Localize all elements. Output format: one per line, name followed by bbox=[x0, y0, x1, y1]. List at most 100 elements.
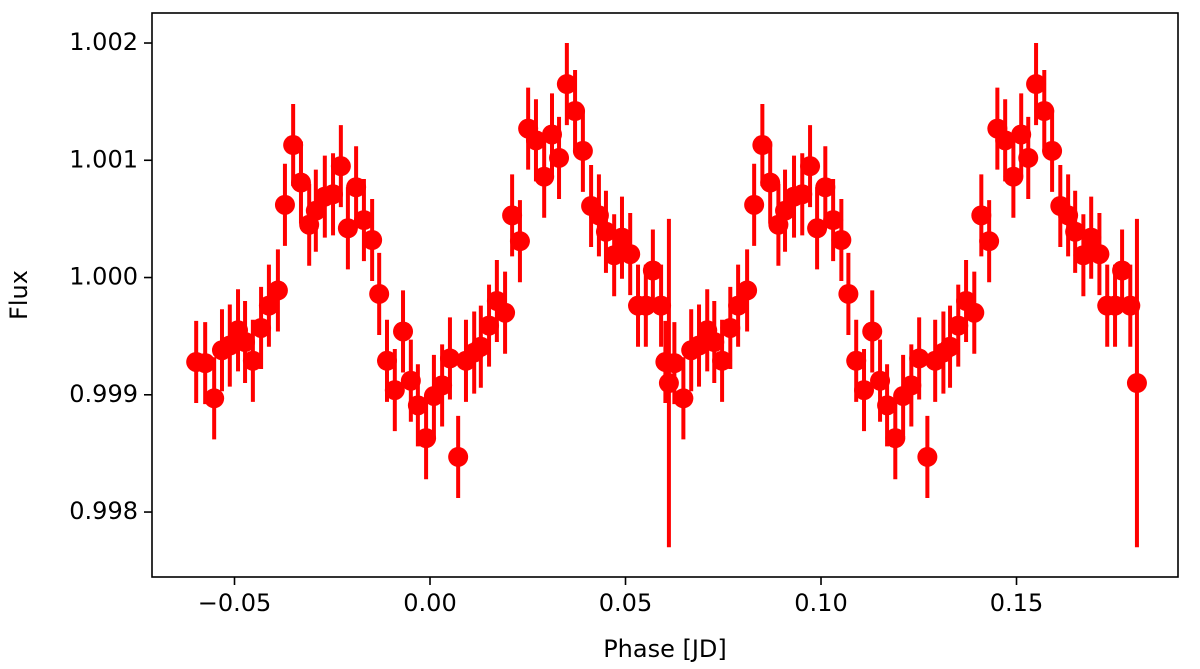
data-point bbox=[651, 295, 672, 316]
data-point bbox=[807, 218, 828, 239]
data-point bbox=[400, 370, 421, 391]
data-point bbox=[658, 373, 679, 394]
data-point bbox=[258, 295, 279, 316]
data-point bbox=[1018, 147, 1039, 168]
y-tick-label: 0.999 bbox=[69, 380, 138, 408]
data-point bbox=[588, 205, 609, 226]
data-point bbox=[556, 74, 577, 95]
data-point bbox=[369, 283, 390, 304]
data-point bbox=[290, 172, 311, 193]
data-point bbox=[384, 380, 405, 401]
y-tick-label: 1.002 bbox=[69, 28, 138, 56]
data-point bbox=[534, 166, 555, 187]
data-point bbox=[479, 315, 500, 336]
data-point bbox=[362, 230, 383, 251]
data-point bbox=[917, 446, 938, 467]
data-point bbox=[862, 321, 883, 342]
x-axis-label: Phase [JD] bbox=[603, 635, 727, 663]
data-point bbox=[664, 353, 685, 374]
data-point bbox=[1126, 373, 1147, 394]
data-point bbox=[572, 140, 593, 161]
data-point bbox=[330, 156, 351, 177]
y-tick-label: 1.001 bbox=[69, 145, 138, 173]
data-point bbox=[635, 295, 656, 316]
data-point bbox=[838, 283, 859, 304]
data-point bbox=[854, 380, 875, 401]
data-point bbox=[323, 184, 344, 205]
data-point bbox=[846, 350, 867, 371]
y-tick-label: 1.000 bbox=[69, 263, 138, 291]
data-point bbox=[376, 350, 397, 371]
data-point bbox=[704, 332, 725, 353]
data-point bbox=[565, 101, 586, 122]
x-tick-label: 0.00 bbox=[403, 589, 456, 617]
data-point bbox=[971, 205, 992, 226]
data-point bbox=[800, 156, 821, 177]
x-tick-label: −0.05 bbox=[198, 589, 272, 617]
data-point bbox=[1081, 227, 1102, 248]
data-point bbox=[673, 388, 694, 409]
data-point bbox=[995, 130, 1016, 151]
y-tick-label: 0.998 bbox=[69, 497, 138, 525]
data-point bbox=[1058, 205, 1079, 226]
data-point bbox=[393, 321, 414, 342]
data-point bbox=[901, 375, 922, 396]
x-tick-label: 0.10 bbox=[794, 589, 847, 617]
data-point bbox=[948, 315, 969, 336]
data-point bbox=[495, 302, 516, 323]
data-point bbox=[1112, 260, 1133, 281]
data-point bbox=[353, 210, 374, 231]
data-point bbox=[337, 218, 358, 239]
data-point bbox=[283, 135, 304, 156]
data-point bbox=[219, 335, 240, 356]
data-point bbox=[712, 350, 733, 371]
data-point bbox=[432, 375, 453, 396]
data-point bbox=[877, 395, 898, 416]
data-point bbox=[407, 395, 428, 416]
data-point bbox=[448, 446, 469, 467]
data-point bbox=[831, 230, 852, 251]
data-point bbox=[235, 332, 256, 353]
data-point bbox=[792, 184, 813, 205]
data-point bbox=[760, 172, 781, 193]
data-point bbox=[720, 317, 741, 338]
data-point bbox=[815, 177, 836, 198]
plot-frame bbox=[151, 12, 1179, 578]
data-point bbox=[595, 221, 616, 242]
x-tick-label: 0.15 bbox=[990, 589, 1043, 617]
data-point bbox=[195, 353, 216, 374]
data-point bbox=[620, 244, 641, 265]
data-point bbox=[470, 336, 491, 357]
data-point bbox=[823, 210, 844, 231]
data-point bbox=[611, 227, 632, 248]
data-point bbox=[1026, 74, 1047, 95]
data-point bbox=[1065, 221, 1086, 242]
data-point bbox=[525, 130, 546, 151]
data-point bbox=[274, 194, 295, 215]
data-point bbox=[242, 350, 263, 371]
data-point bbox=[1089, 244, 1110, 265]
data-point bbox=[964, 302, 985, 323]
data-point bbox=[909, 348, 930, 369]
data-point bbox=[502, 205, 523, 226]
data-point bbox=[979, 231, 1000, 252]
data-point bbox=[1105, 295, 1126, 316]
data-point bbox=[204, 388, 225, 409]
data-point bbox=[416, 428, 437, 449]
data-point bbox=[689, 335, 710, 356]
data-point bbox=[1120, 295, 1141, 316]
data-point bbox=[642, 260, 663, 281]
data-point bbox=[1034, 101, 1055, 122]
data-point bbox=[541, 124, 562, 145]
data-point bbox=[1042, 140, 1063, 161]
data-point bbox=[940, 336, 961, 357]
data-point bbox=[1011, 124, 1032, 145]
data-point bbox=[752, 135, 773, 156]
data-point bbox=[267, 280, 288, 301]
data-point bbox=[728, 295, 749, 316]
data-point bbox=[885, 428, 906, 449]
data-point bbox=[549, 147, 570, 168]
x-tick-label: 0.05 bbox=[599, 589, 652, 617]
data-point bbox=[744, 194, 765, 215]
